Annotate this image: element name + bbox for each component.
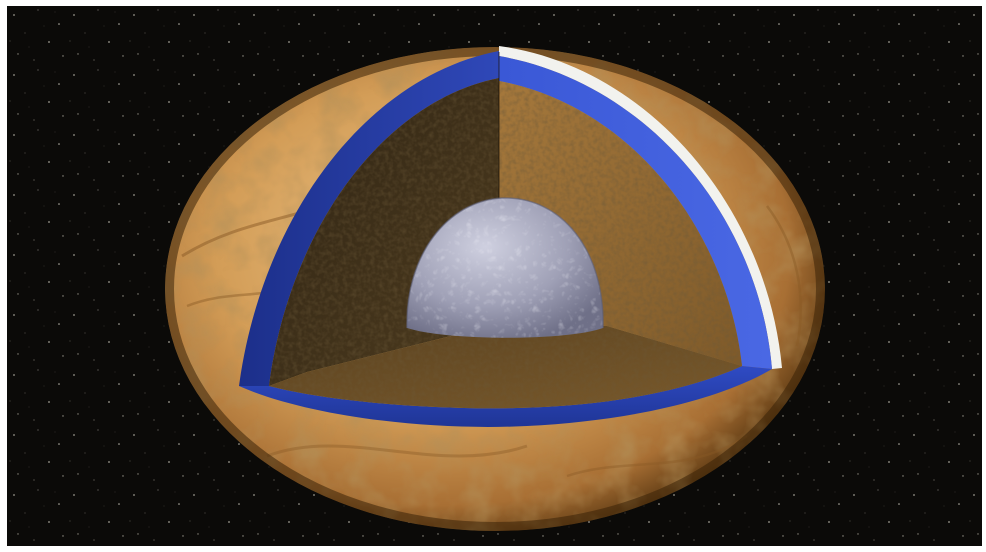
europa-cutaway-image (7, 6, 982, 546)
europa-cutaway-illustration (7, 6, 982, 546)
